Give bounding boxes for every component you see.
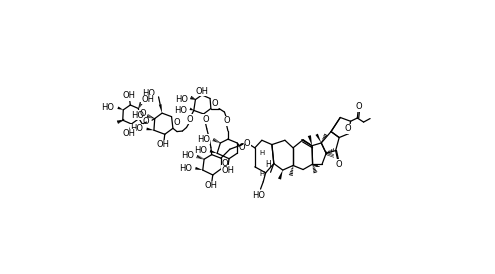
Text: OH: OH <box>141 95 154 104</box>
Text: OH: OH <box>204 181 217 190</box>
Polygon shape <box>147 127 154 130</box>
Text: HO: HO <box>101 103 115 112</box>
Polygon shape <box>210 150 217 153</box>
Text: O: O <box>143 117 149 126</box>
Text: OH: OH <box>122 91 135 100</box>
Text: O: O <box>345 124 351 133</box>
Text: H: H <box>265 160 271 169</box>
Text: HO: HO <box>181 152 194 161</box>
Text: HO: HO <box>179 164 192 173</box>
Text: O: O <box>238 143 245 152</box>
Text: HO: HO <box>175 95 188 104</box>
Polygon shape <box>308 135 312 146</box>
Text: HO: HO <box>252 191 265 200</box>
Text: HO: HO <box>197 135 210 144</box>
Text: HO: HO <box>130 124 143 133</box>
Text: H: H <box>260 171 265 177</box>
Polygon shape <box>278 170 283 179</box>
Text: HO: HO <box>142 89 155 98</box>
Polygon shape <box>315 134 321 143</box>
Text: OH: OH <box>122 129 135 138</box>
Text: O: O <box>224 116 231 125</box>
Text: HO: HO <box>132 111 145 120</box>
Text: O: O <box>222 159 228 168</box>
Text: HO: HO <box>194 146 207 155</box>
Text: OH: OH <box>221 165 235 175</box>
Text: O: O <box>335 160 342 169</box>
Text: H: H <box>259 150 264 156</box>
Text: O: O <box>356 102 362 111</box>
Text: OH: OH <box>196 87 208 96</box>
Text: O: O <box>212 99 218 108</box>
Text: O: O <box>140 109 146 118</box>
Polygon shape <box>195 167 203 170</box>
Text: OH: OH <box>157 140 170 149</box>
Text: O: O <box>202 115 209 124</box>
Polygon shape <box>190 108 194 110</box>
Polygon shape <box>117 106 123 110</box>
Polygon shape <box>159 104 162 113</box>
Text: O: O <box>187 115 194 124</box>
Text: O: O <box>244 139 250 148</box>
Text: O: O <box>174 118 180 127</box>
Text: HO: HO <box>174 106 187 115</box>
